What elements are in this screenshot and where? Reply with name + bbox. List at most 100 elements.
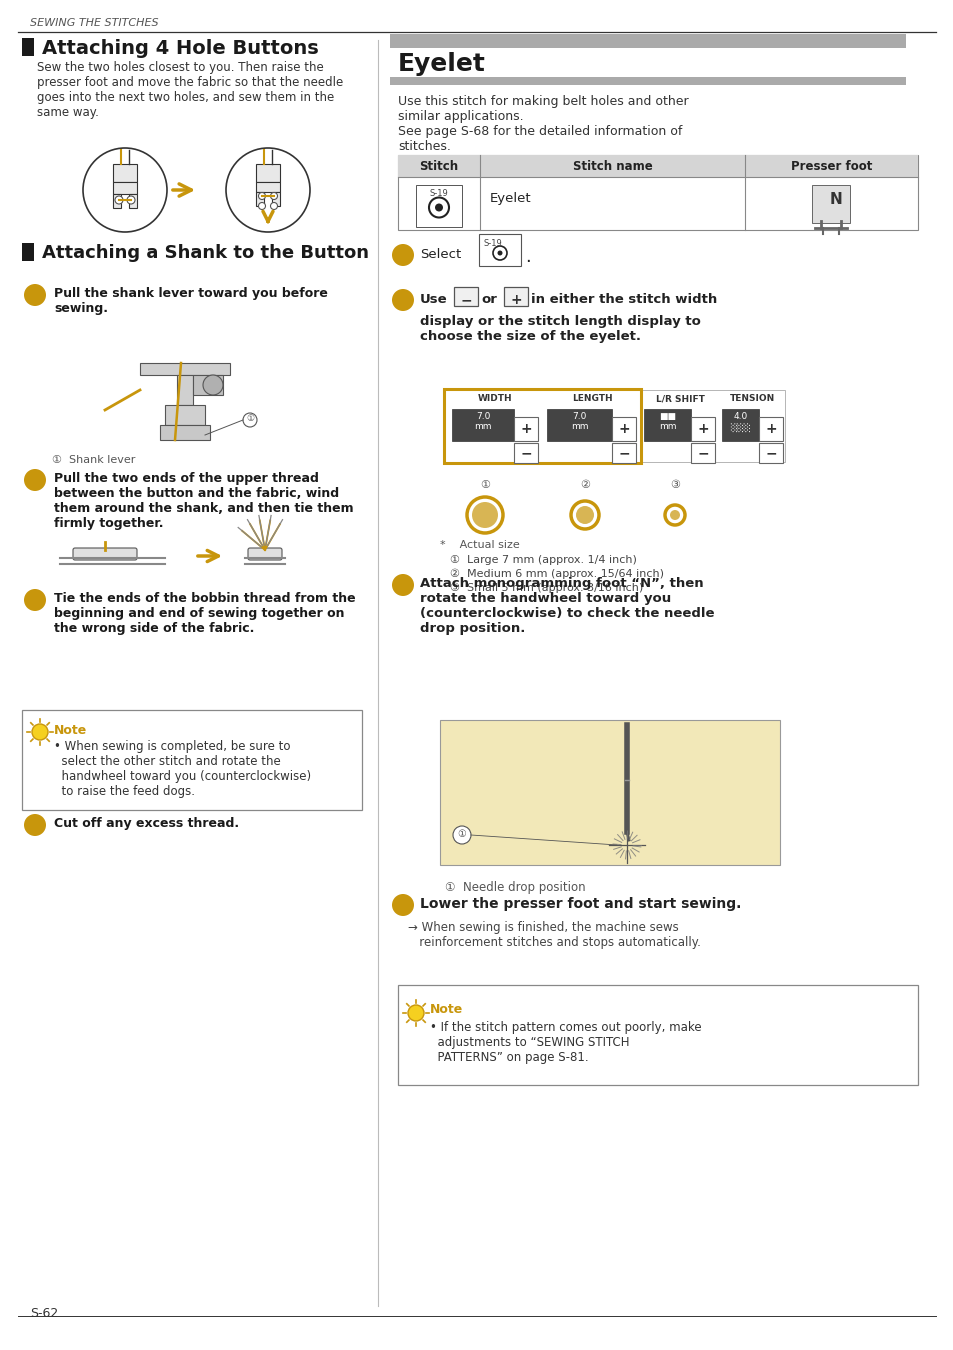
FancyBboxPatch shape [443,389,640,463]
Circle shape [258,202,265,209]
Circle shape [243,413,256,427]
Text: 3: 3 [30,593,40,606]
Circle shape [24,468,46,491]
Text: ①: ① [479,481,490,490]
Text: Note: Note [54,724,87,737]
Circle shape [226,148,310,232]
FancyBboxPatch shape [248,548,282,560]
Text: −: − [764,446,776,460]
Text: TENSION: TENSION [730,394,775,404]
Text: • If the stitch pattern comes out poorly, make
  adjustments to “SEWING STITCH
 : • If the stitch pattern comes out poorly… [430,1021,700,1064]
Circle shape [664,505,684,525]
Text: −: − [459,293,472,306]
FancyBboxPatch shape [478,234,520,266]
Text: −: − [618,446,629,460]
Text: 3: 3 [397,576,407,591]
Text: Lower the presser foot and start sewing.: Lower the presser foot and start sewing. [419,896,740,911]
FancyBboxPatch shape [721,409,759,441]
Text: or: or [480,293,497,306]
Text: ③: ③ [669,481,679,490]
Bar [22,38,34,55]
Text: *    Actual size: * Actual size [439,540,519,549]
Bar [112,182,137,194]
Text: ②  Medium 6 mm (approx. 15/64 inch): ② Medium 6 mm (approx. 15/64 inch) [450,568,663,579]
Text: ①: ① [457,829,466,838]
Bar [193,375,223,396]
Text: Eyelet: Eyelet [490,192,531,205]
Text: N: N [829,192,842,207]
Circle shape [576,506,594,524]
Circle shape [392,894,414,917]
Text: 1: 1 [30,288,40,301]
Text: Select: Select [419,248,460,261]
Circle shape [497,251,502,255]
Text: S-19: S-19 [429,189,448,198]
Text: • When sewing is completed, be sure to
  select the other stitch and rotate the
: • When sewing is completed, be sure to s… [54,740,311,798]
Bar [177,375,193,405]
FancyBboxPatch shape [503,288,527,306]
Text: S-19: S-19 [483,239,502,248]
Text: ①: ① [246,414,253,423]
Text: Stitch name: Stitch name [572,161,652,173]
Text: See page S-68 for the detailed information of
stitches.: See page S-68 for the detailed informati… [397,126,681,153]
FancyBboxPatch shape [546,409,612,441]
Circle shape [258,193,265,200]
Text: Attaching 4 Hole Buttons: Attaching 4 Hole Buttons [42,39,318,58]
Text: 4.0
░░░: 4.0 ░░░ [729,412,750,432]
Circle shape [571,501,598,529]
FancyBboxPatch shape [612,417,636,441]
FancyBboxPatch shape [812,185,850,223]
Circle shape [203,375,223,396]
Circle shape [392,289,414,310]
FancyBboxPatch shape [759,443,782,463]
FancyBboxPatch shape [416,185,461,227]
Circle shape [669,510,679,520]
Text: 7.0
mm: 7.0 mm [570,412,588,432]
Bar [112,194,121,208]
Circle shape [453,826,471,844]
Circle shape [408,1004,423,1021]
Bar [390,34,905,49]
Text: Stitch: Stitch [419,161,458,173]
Text: .: . [524,248,530,266]
Text: ①  Large 7 mm (approx. 1/4 inch): ① Large 7 mm (approx. 1/4 inch) [450,555,637,566]
Text: Use: Use [419,293,447,306]
FancyBboxPatch shape [690,443,714,463]
Text: +: + [697,423,708,436]
Text: ③  Small 5 mm (approx. 3/16 inch): ③ Small 5 mm (approx. 3/16 inch) [450,583,642,594]
FancyBboxPatch shape [514,417,537,441]
Text: Attach monogramming foot “N”, then
rotate the handwheel toward you
(counterclock: Attach monogramming foot “N”, then rotat… [419,576,714,634]
Text: Use this stitch for making belt holes and other
similar applications.: Use this stitch for making belt holes an… [397,95,688,123]
Circle shape [24,814,46,836]
Text: 1: 1 [397,247,408,261]
Text: −: − [519,446,531,460]
Text: Note: Note [430,1003,463,1017]
Text: 2: 2 [30,472,40,486]
FancyBboxPatch shape [454,288,477,306]
Bar [112,163,137,182]
FancyBboxPatch shape [22,710,361,810]
Text: Tie the ends of the bobbin thread from the
beginning and end of sewing together : Tie the ends of the bobbin thread from t… [54,593,355,634]
Text: ■■
mm: ■■ mm [659,412,676,432]
Circle shape [83,148,167,232]
Text: 4: 4 [397,896,408,911]
Text: Cut off any excess thread.: Cut off any excess thread. [54,817,239,830]
Circle shape [24,589,46,612]
Text: Eyelet: Eyelet [397,53,485,76]
Text: ②: ② [579,481,589,490]
Bar [255,192,264,207]
Circle shape [115,196,123,204]
Circle shape [472,502,497,528]
Text: ①  Needle drop position: ① Needle drop position [444,882,585,894]
Text: ①  Shank lever: ① Shank lever [52,455,135,464]
Bar [160,425,210,440]
Circle shape [271,202,277,209]
Text: −: − [697,446,708,460]
Text: 4: 4 [30,817,40,832]
Circle shape [271,193,277,200]
FancyBboxPatch shape [643,409,690,441]
Circle shape [32,724,48,740]
Text: Presser foot: Presser foot [790,161,871,173]
Text: WIDTH: WIDTH [477,394,513,404]
Circle shape [127,196,135,204]
